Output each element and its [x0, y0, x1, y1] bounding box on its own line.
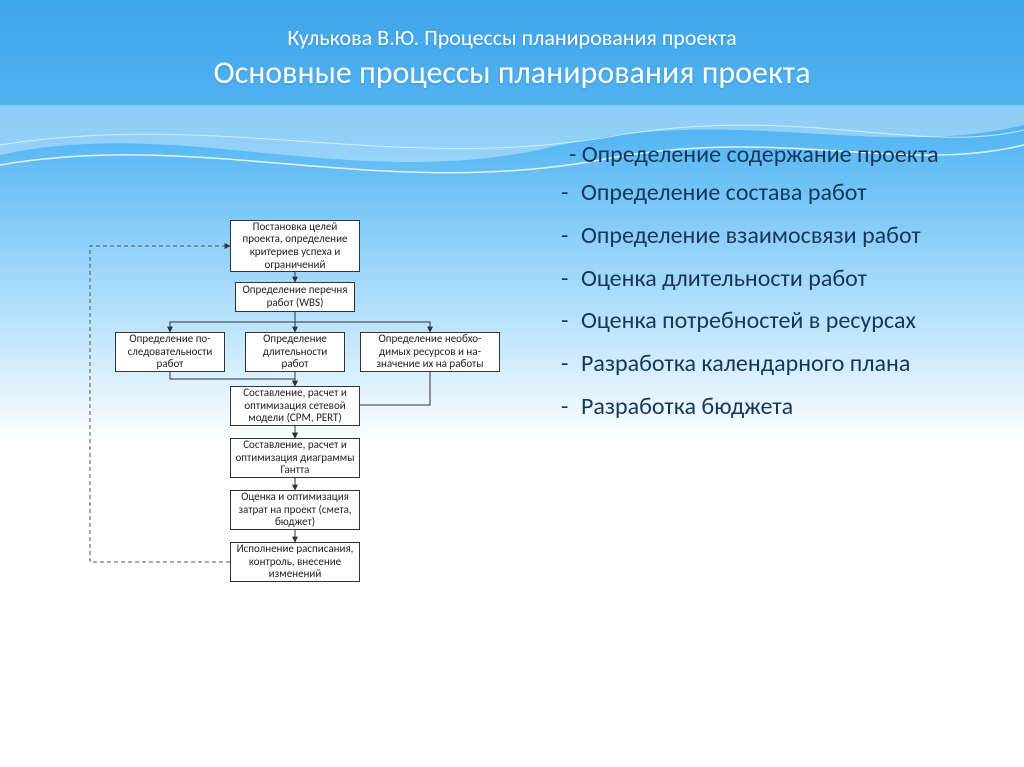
list-item: Оценка длительности работ: [555, 262, 974, 297]
flow-node-n1: Постановка целей проекта, определение кр…: [230, 220, 360, 272]
list-item: Разработка бюджета: [555, 390, 974, 425]
list-item: Определение взаимосвязи работ: [555, 219, 974, 254]
flow-node-n6: Составление, расчет и оптимизация сетево…: [230, 386, 360, 426]
header-subtitle: Кулькова В.Ю. Процессы планирования прое…: [0, 24, 1024, 51]
flowchart: Постановка целей проекта, определение кр…: [60, 220, 520, 700]
header-title: Основные процессы планирования проекта: [0, 53, 1024, 92]
slide-header: Кулькова В.Ю. Процессы планирования прое…: [0, 24, 1024, 92]
flow-node-n9: Исполнение расписа­ния, контроль, внесе­…: [230, 542, 360, 582]
slide: Кулькова В.Ю. Процессы планирования прое…: [0, 0, 1024, 767]
list-ul: Определение состава работ Определение вза…: [555, 176, 974, 425]
flow-node-n7: Составление, расчет и оптимизация диагра…: [230, 438, 360, 478]
flow-node-n4: Определение длительности работ: [245, 332, 345, 372]
flow-node-n5: Определение необхо­димых ресурсов и на­з…: [360, 332, 500, 372]
content-list: - Определение содержание проекта Определ…: [555, 140, 974, 433]
list-lead-item: - Определение содержание проекта: [555, 140, 974, 170]
list-item: Разработка календарного плана: [555, 347, 974, 382]
flow-node-n8: Оценка и оптимизация затрат на проект (с…: [230, 490, 360, 530]
list-item: Оценка потребностей в ресурсах: [555, 304, 974, 339]
flow-node-n3: Определение по­следовательности работ: [115, 332, 225, 372]
list-item: Определение состава работ: [555, 176, 974, 211]
flow-node-n2: Определение перечня работ (WBS): [235, 282, 355, 312]
